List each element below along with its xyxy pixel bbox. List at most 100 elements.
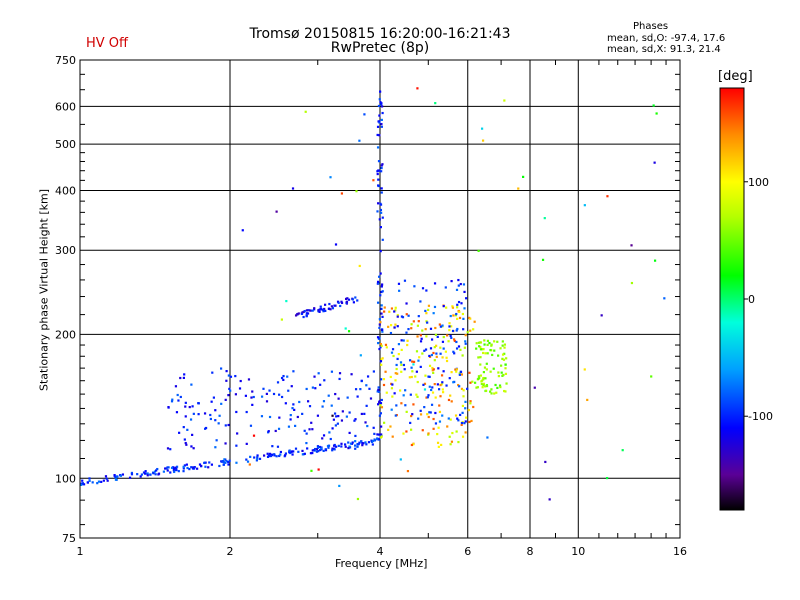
data-point	[186, 466, 189, 470]
data-point	[430, 403, 434, 406]
data-point	[235, 461, 238, 464]
data-point	[359, 354, 362, 357]
data-point	[322, 449, 325, 453]
data-point	[429, 411, 432, 414]
data-point	[81, 479, 84, 482]
data-point	[490, 388, 493, 391]
data-point	[484, 352, 487, 355]
data-point	[173, 470, 176, 474]
data-point	[460, 423, 463, 427]
data-point	[517, 187, 520, 190]
data-point	[336, 422, 339, 425]
data-point	[321, 405, 324, 408]
data-point	[381, 283, 384, 286]
data-point	[472, 328, 475, 331]
data-point	[402, 363, 406, 367]
data-point	[404, 404, 407, 407]
data-point	[360, 440, 363, 443]
data-point	[389, 331, 393, 335]
data-point	[331, 414, 334, 417]
data-point	[461, 404, 465, 408]
data-point	[282, 374, 285, 378]
data-point	[347, 330, 351, 333]
data-point	[337, 444, 340, 447]
data-point	[426, 413, 429, 416]
data-point	[452, 381, 455, 384]
data-point	[460, 373, 463, 376]
data-point	[162, 470, 165, 473]
data-point	[448, 325, 451, 328]
data-point	[278, 393, 281, 396]
data-point	[164, 467, 167, 470]
data-point	[425, 289, 428, 292]
data-point	[440, 443, 443, 447]
data-point	[371, 443, 374, 446]
data-point	[480, 380, 483, 383]
chart-title: Tromsø 20150815 16:20:00-16:21:43	[249, 26, 511, 42]
data-point	[378, 120, 381, 123]
data-point	[313, 308, 316, 311]
data-point	[260, 395, 264, 398]
data-point	[377, 202, 380, 205]
data-point	[228, 387, 231, 390]
data-point	[477, 356, 480, 359]
data-point	[381, 238, 384, 241]
data-point	[447, 340, 450, 343]
data-point	[152, 472, 155, 475]
data-point	[621, 449, 624, 452]
data-point	[331, 447, 334, 450]
data-point	[379, 90, 382, 93]
data-point	[434, 422, 438, 425]
data-point	[279, 453, 282, 456]
data-point	[350, 373, 353, 376]
data-point	[179, 376, 182, 380]
data-point	[323, 379, 326, 382]
data-point	[182, 465, 185, 468]
data-point	[404, 389, 407, 392]
data-point	[416, 324, 420, 327]
data-point	[185, 463, 188, 466]
x-tick-label: 8	[527, 545, 534, 558]
data-point	[427, 432, 430, 435]
data-point	[405, 430, 408, 433]
data-point	[396, 372, 399, 375]
data-point	[454, 414, 458, 417]
y-tick-label: 300	[55, 244, 76, 257]
data-point	[433, 346, 436, 349]
data-point	[457, 278, 460, 282]
data-point	[504, 363, 507, 366]
data-point	[273, 454, 276, 457]
data-point	[106, 479, 109, 482]
data-point	[321, 308, 325, 311]
data-point	[177, 470, 180, 473]
data-point	[381, 163, 384, 166]
data-point	[412, 360, 416, 363]
data-point	[440, 383, 443, 386]
data-point	[407, 328, 410, 331]
y-tick-label: 750	[55, 54, 76, 67]
data-point	[172, 467, 176, 470]
data-point	[338, 484, 341, 488]
data-point	[380, 398, 383, 402]
data-point	[290, 385, 293, 388]
data-point	[376, 125, 380, 128]
data-point	[179, 395, 182, 399]
data-point	[235, 444, 238, 447]
data-point	[284, 454, 287, 457]
data-point	[456, 327, 459, 331]
data-point	[354, 440, 357, 443]
x-tick-label: 1	[77, 545, 84, 558]
data-point	[464, 334, 467, 337]
data-point	[501, 353, 505, 356]
data-point	[449, 394, 452, 397]
data-point	[452, 314, 455, 317]
data-point	[188, 467, 191, 471]
data-point	[146, 472, 149, 475]
data-point	[364, 421, 367, 424]
data-point	[344, 327, 347, 330]
data-point	[188, 405, 191, 409]
data-point	[258, 457, 262, 460]
data-point	[182, 467, 185, 470]
data-point	[448, 377, 451, 380]
data-point	[407, 314, 410, 317]
